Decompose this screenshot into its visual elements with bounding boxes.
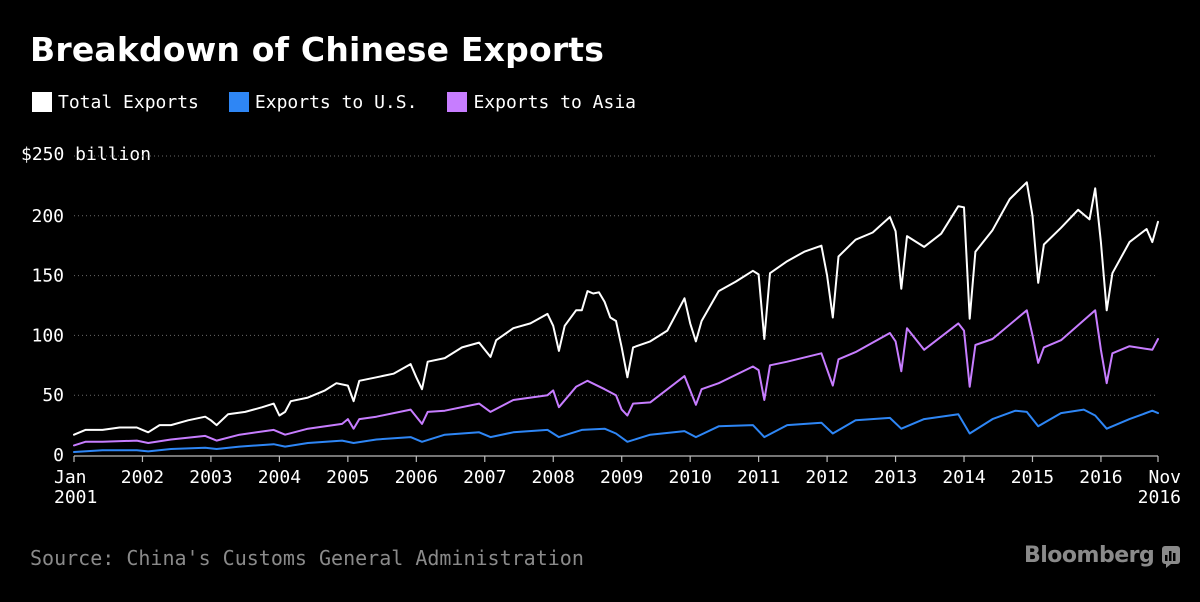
x-tick-label-9: 2010 [668, 467, 711, 488]
series-line-total-exports [73, 181, 1159, 436]
brand-mark: Bloomberg [1024, 543, 1182, 568]
x-tick-label-5: 2006 [395, 467, 438, 488]
x-tick-label-13: 2014 [942, 467, 985, 488]
x-tick-label-12: 2013 [874, 467, 917, 488]
legend-item-asia: Exports to Asia [447, 92, 636, 113]
source-note: Source: China's Customs General Administ… [30, 546, 584, 570]
y-tick-label-50: 50 [42, 385, 64, 406]
y-tick-label-200: 200 [31, 206, 64, 227]
legend: Total Exports Exports to U.S. Exports to… [32, 88, 666, 116]
y-axis-unit-label: $250 billion [21, 144, 152, 165]
bloomberg-chart-icon [1162, 545, 1181, 568]
series-line-exports-asia [73, 309, 1159, 447]
series-line-exports-us [73, 408, 1159, 453]
legend-item-us: Exports to U.S. [228, 91, 418, 113]
x-tick-label-7: 2008 [532, 467, 575, 488]
brand-logo-text: Bloomberg [1024, 543, 1155, 568]
x-tick-label-10: 2011 [737, 467, 780, 488]
legend-item-total: Total Exports [32, 92, 199, 113]
legend-swatch-total [32, 92, 52, 112]
y-tick-label-150: 150 [31, 266, 64, 287]
x-tick-label2-0: 2001 [54, 487, 97, 508]
legend-swatch-asia [447, 92, 468, 112]
legend-label-asia: Exports to Asia [473, 91, 637, 113]
x-tick-label-3: 2004 [258, 467, 301, 488]
x-tick-label-15: 2016 [1079, 467, 1122, 488]
x-tick-label-1: 2002 [121, 467, 164, 488]
y-tick-label-0: 0 [53, 445, 64, 466]
x-tick-label-6: 2007 [463, 467, 506, 488]
x-tick-label-11: 2012 [805, 467, 848, 488]
x-tick-label-8: 2009 [600, 467, 643, 488]
x-tick-label-4: 2005 [326, 467, 369, 488]
chart-title: Breakdown of Chinese Exports [30, 30, 605, 69]
y-tick-label-100: 100 [31, 325, 64, 346]
x-tick-label-2: 2003 [189, 467, 232, 488]
x-tick-label-0: Jan [54, 467, 87, 488]
x-tick-label2-16: 2016 [1138, 487, 1181, 508]
legend-swatch-us [228, 92, 249, 112]
x-tick-label-16: Nov [1148, 467, 1181, 488]
legend-label-total: Total Exports [58, 91, 199, 113]
legend-label-us: Exports to U.S. [254, 91, 418, 113]
x-tick-label-14: 2015 [1011, 467, 1054, 488]
